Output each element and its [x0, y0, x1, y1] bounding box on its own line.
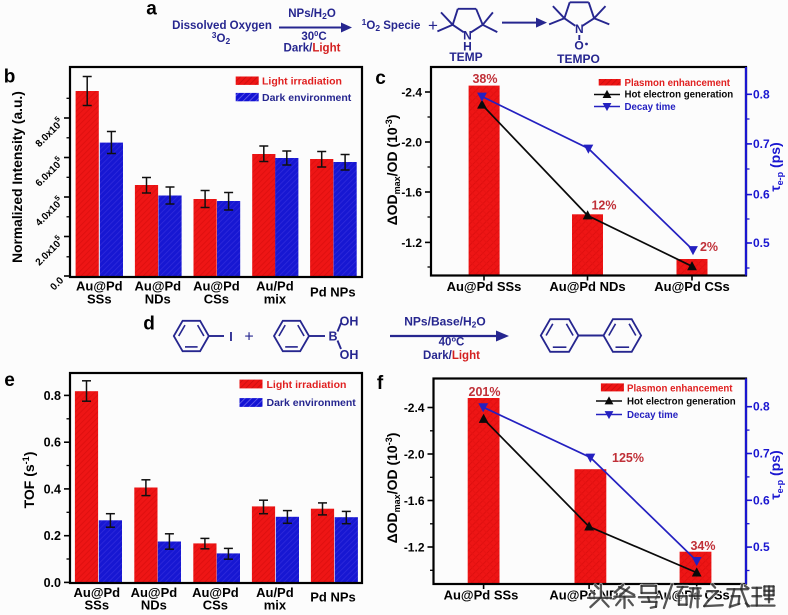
- svg-text:4.0x105: 4.0x105: [31, 194, 66, 229]
- svg-text:0.7: 0.7: [753, 447, 770, 461]
- svg-text:I: I: [229, 330, 232, 344]
- svg-text:0.0: 0.0: [49, 275, 67, 293]
- svg-text:Dissolved Oxygen: Dissolved Oxygen: [172, 20, 272, 32]
- svg-text:8.0x105: 8.0x105: [31, 115, 66, 150]
- svg-text:NDs: NDs: [141, 598, 167, 613]
- svg-text:Dark/Light: Dark/Light: [284, 43, 341, 55]
- svg-text:d: d: [143, 314, 155, 335]
- svg-text:Au@Pd: Au@Pd: [134, 279, 181, 294]
- svg-text:Au@Pd SSs: Au@Pd SSs: [447, 279, 522, 294]
- svg-text:TOF (s-1): TOF (s-1): [21, 452, 37, 509]
- svg-text:NPs/H2O: NPs/H2O: [288, 8, 336, 21]
- svg-text:OH: OH: [340, 348, 359, 362]
- svg-text:300C: 300C: [301, 29, 326, 43]
- svg-text:Light irradiation: Light irradiation: [267, 379, 347, 391]
- svg-text:12%: 12%: [591, 199, 616, 213]
- svg-text:-1.2: -1.2: [401, 236, 422, 250]
- svg-text:CSs: CSs: [203, 598, 228, 613]
- svg-text:Dark environment: Dark environment: [267, 397, 357, 409]
- svg-text:Decay time: Decay time: [625, 102, 677, 113]
- svg-text:0.6: 0.6: [753, 493, 770, 507]
- svg-text:+: +: [428, 16, 438, 35]
- svg-text:+: +: [244, 329, 253, 346]
- svg-text:0.4: 0.4: [44, 482, 61, 496]
- svg-text:Au@Pd: Au@Pd: [192, 585, 239, 600]
- svg-text:Au@Pd NDs: Au@Pd NDs: [549, 279, 625, 294]
- svg-text:NPs/Base/H2O: NPs/Base/H2O: [404, 315, 485, 330]
- svg-text:0.8: 0.8: [753, 400, 770, 414]
- svg-text:125%: 125%: [612, 451, 644, 465]
- svg-text:Au@Pd SSs: Au@Pd SSs: [444, 588, 519, 603]
- svg-text:Pd NPs: Pd NPs: [310, 285, 356, 300]
- svg-text:TEMP: TEMP: [449, 50, 482, 64]
- svg-text:34%: 34%: [690, 539, 715, 553]
- svg-text:a: a: [146, 0, 157, 20]
- svg-text:-2.4: -2.4: [404, 401, 425, 415]
- svg-text:0.2: 0.2: [44, 529, 61, 543]
- svg-text:-1.6: -1.6: [401, 186, 422, 200]
- svg-text:0.5: 0.5: [753, 540, 770, 554]
- svg-text:mix: mix: [264, 292, 287, 307]
- svg-text:ΔODmax/OD (10-3): ΔODmax/OD (10-3): [384, 115, 402, 226]
- svg-text:Au@Pd: Au@Pd: [76, 279, 123, 294]
- svg-text:-2.4: -2.4: [401, 86, 422, 100]
- svg-text:Plasmon enhancement: Plasmon enhancement: [627, 383, 733, 394]
- svg-text:H: H: [463, 40, 472, 54]
- svg-text:e: e: [4, 370, 15, 391]
- svg-text:SSs: SSs: [85, 598, 110, 613]
- svg-text:b: b: [4, 67, 16, 88]
- svg-text:TEMPO: TEMPO: [557, 52, 600, 66]
- svg-text:Au/Pd: Au/Pd: [256, 585, 294, 600]
- svg-text:-2.0: -2.0: [401, 136, 422, 150]
- svg-text:0.5: 0.5: [753, 236, 770, 250]
- svg-text:f: f: [377, 373, 384, 394]
- svg-text:SSs: SSs: [87, 292, 112, 307]
- svg-text:ΔODmax/OD (10-3): ΔODmax/OD (10-3): [384, 433, 402, 544]
- svg-text:B: B: [328, 330, 337, 344]
- svg-text:Dark environment: Dark environment: [262, 92, 352, 104]
- svg-text:τe-p (ps): τe-p (ps): [767, 450, 785, 499]
- svg-text:Au/Pd: Au/Pd: [256, 279, 294, 294]
- svg-text:O: O: [574, 39, 583, 53]
- svg-text:Hot electron generation: Hot electron generation: [627, 396, 736, 407]
- svg-text:Pd NPs: Pd NPs: [310, 590, 356, 605]
- svg-text:-1.2: -1.2: [404, 541, 425, 555]
- svg-text:Plasmon enhancement: Plasmon enhancement: [625, 78, 731, 89]
- svg-text:Normalized Intensity (a.u.): Normalized Intensity (a.u.): [10, 91, 25, 263]
- svg-text:201%: 201%: [469, 385, 501, 399]
- svg-text:0.7: 0.7: [753, 137, 770, 151]
- svg-text:OH: OH: [340, 315, 359, 329]
- svg-text:0.8: 0.8: [44, 389, 61, 403]
- svg-text:Au@Pd: Au@Pd: [193, 279, 240, 294]
- svg-text:0.6: 0.6: [44, 436, 61, 450]
- svg-text:Dark/Light: Dark/Light: [423, 350, 480, 362]
- svg-text:Au@Pd: Au@Pd: [73, 585, 120, 600]
- svg-text:1O2 Specie: 1O2 Specie: [362, 17, 421, 33]
- svg-text:Decay time: Decay time: [627, 410, 679, 421]
- svg-text:mix: mix: [264, 598, 287, 613]
- svg-text:CSs: CSs: [204, 292, 229, 307]
- svg-text:Hot electron generation: Hot electron generation: [625, 90, 734, 101]
- svg-text:40oC: 40oC: [439, 335, 465, 349]
- svg-text:2.0x105: 2.0x105: [31, 233, 66, 268]
- svg-text:NDs: NDs: [145, 292, 171, 307]
- svg-text:c: c: [375, 68, 386, 89]
- svg-text:Au@Pd: Au@Pd: [131, 585, 178, 600]
- svg-text:0.6: 0.6: [753, 188, 770, 202]
- svg-text:0.8: 0.8: [753, 87, 770, 101]
- svg-text:N: N: [575, 22, 584, 36]
- svg-text:Au@Pd CSs: Au@Pd CSs: [654, 279, 730, 294]
- svg-text:-1.6: -1.6: [404, 494, 425, 508]
- svg-text:N: N: [463, 29, 472, 43]
- svg-text:6.0x105: 6.0x105: [31, 154, 66, 189]
- svg-text:0.0: 0.0: [44, 576, 61, 590]
- svg-text:Light irradiation: Light irradiation: [262, 76, 342, 88]
- svg-text:-2.0: -2.0: [404, 448, 425, 462]
- svg-text:38%: 38%: [472, 72, 497, 86]
- svg-text:2%: 2%: [700, 240, 718, 254]
- svg-text:3O2: 3O2: [212, 30, 231, 46]
- svg-text:τe-p (ps): τe-p (ps): [767, 142, 785, 191]
